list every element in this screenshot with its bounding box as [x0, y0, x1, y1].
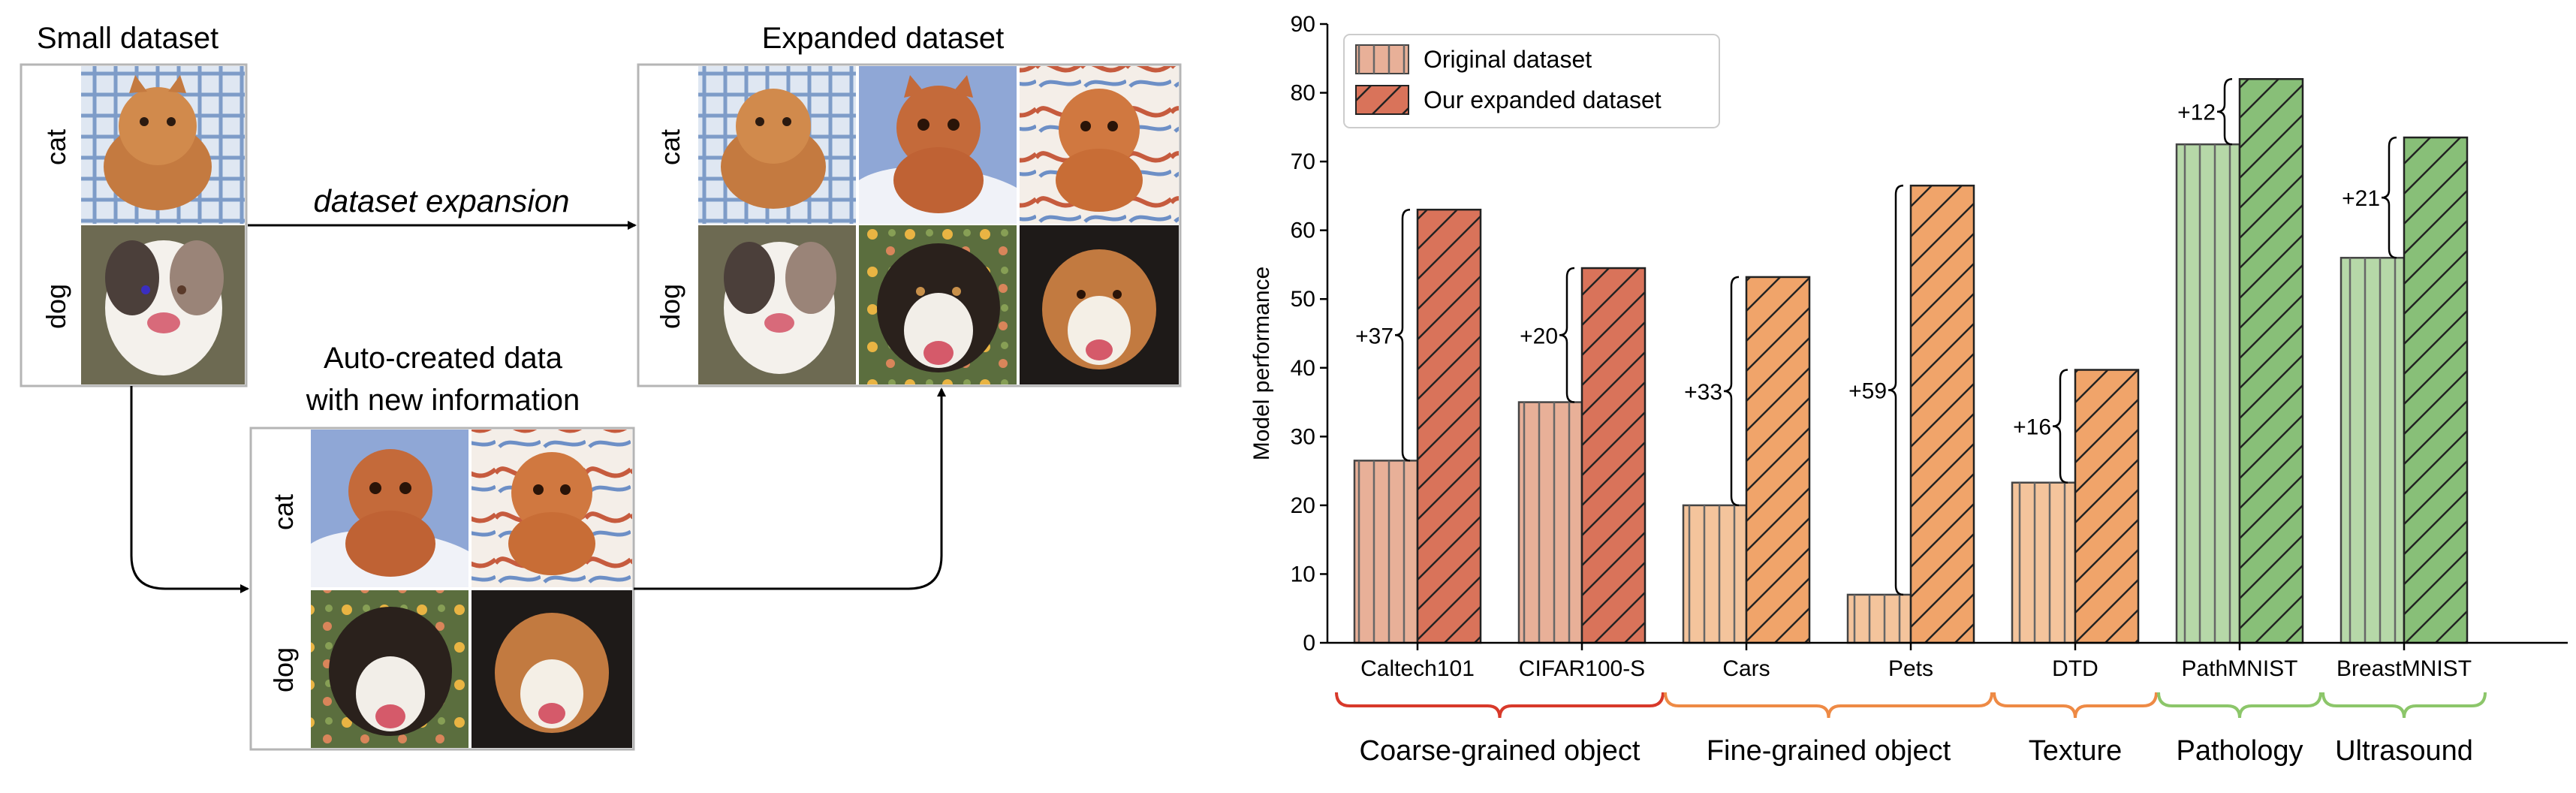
- cat-photo: [81, 66, 245, 224]
- gain-brace-1: [1559, 267, 1575, 403]
- y-tick-label: 50: [1291, 287, 1315, 312]
- legend-swatch-hatch-1: [1356, 86, 1409, 114]
- gain-label-1: +20: [1520, 324, 1558, 348]
- small-dataset-grid: cat dog: [20, 63, 248, 387]
- to-auto-created-arrow: [130, 386, 249, 593]
- small-dataset-title: Small dataset: [37, 22, 218, 55]
- gain-braces-layer: +37 +20 +33 +59 +16 +12 +21: [1355, 77, 2397, 596]
- gain-label-6: +21: [2342, 186, 2380, 211]
- expanded-dataset-title: Expanded dataset: [762, 22, 1004, 55]
- y-axis-label: Model performance: [1249, 267, 1274, 460]
- dataset-expansion-diagram: Small dataset Expanded dataset cat dog c…: [20, 22, 1182, 751]
- x-tick-label-0: Caltech101: [1360, 656, 1475, 681]
- gain-brace-5: [2216, 77, 2233, 146]
- auto-cat-photo-2: [472, 430, 632, 587]
- auto-dog-photo-2: [472, 590, 632, 748]
- gain-brace-0: [1394, 208, 1411, 462]
- auto-created-title-line1: Auto-created data: [324, 342, 563, 375]
- group-brace-0: [1335, 692, 1665, 719]
- group-label-4: Ultrasound: [2335, 735, 2473, 767]
- y-tick-label: 10: [1291, 562, 1315, 586]
- auto-dog-photo-1: [311, 590, 469, 748]
- bar-expanded-hatch-5: [2240, 79, 2303, 643]
- y-tick-label: 80: [1291, 81, 1315, 106]
- y-tick-label: 60: [1291, 219, 1315, 243]
- auto-dog-label: dog: [268, 647, 299, 692]
- gain-brace-4: [2052, 369, 2068, 484]
- bars-layer: [1353, 77, 2469, 644]
- group-label-0: Coarse-grained object: [1360, 735, 1641, 767]
- gain-label-0: +37: [1355, 324, 1393, 348]
- bar-original-hatch-2: [1683, 505, 1746, 643]
- expanded-cat-photo-generated-2: [1020, 66, 1179, 224]
- expanded-cat-photo-generated-1: [859, 66, 1017, 224]
- bar-expanded-hatch-6: [2404, 137, 2467, 644]
- y-tick-label: 40: [1291, 356, 1315, 381]
- expanded-cat-label: cat: [655, 129, 685, 165]
- y-tick-label: 90: [1291, 12, 1315, 37]
- x-tick-label-2: Cars: [1722, 656, 1770, 681]
- legend-label-0: Original dataset: [1424, 46, 1592, 73]
- bar-expanded-hatch-3: [1911, 185, 1974, 644]
- bar-expanded-hatch-0: [1418, 210, 1481, 643]
- gain-label-2: +33: [1684, 380, 1722, 405]
- dataset-expansion-label: dataset expansion: [314, 183, 570, 219]
- x-tick-label-3: Pets: [1888, 656, 1933, 681]
- auto-cat-label: cat: [268, 494, 299, 530]
- bar-original-hatch-6: [2341, 258, 2404, 643]
- x-axis: Caltech101 CIFAR100-S Cars Pets DTD PathMNIST…: [1360, 643, 2472, 681]
- group-label-3: Pathology: [2176, 735, 2303, 767]
- dog-photo: [81, 225, 245, 384]
- gain-brace-3: [1888, 184, 1904, 596]
- x-tick-label-4: DTD: [2052, 656, 2098, 681]
- gain-brace-6: [2381, 136, 2397, 259]
- y-tick-label: 0: [1303, 631, 1315, 656]
- expanded-dog-label: dog: [655, 284, 685, 329]
- to-expanded-arrow: [634, 387, 946, 590]
- expanded-dataset-grid: cat dog: [637, 63, 1182, 387]
- bar-original-hatch-1: [1519, 402, 1582, 643]
- gain-brace-2: [1723, 276, 1740, 507]
- group-brace-3: [2157, 692, 2322, 719]
- performance-bar-chart: Model performance 0 10 20 30 40 50 60 70 80 90 +3…: [1249, 12, 2568, 767]
- gain-label-4: +16: [2013, 415, 2051, 440]
- bar-original-hatch-0: [1354, 460, 1418, 643]
- bar-expanded-hatch-1: [1582, 268, 1645, 643]
- group-labels-layer: Coarse-grained object Fine-grained object…: [1335, 692, 2487, 767]
- legend: Original dataset Our expanded dataset: [1343, 34, 1720, 128]
- expanded-cat-photo-original: [698, 66, 856, 224]
- expanded-dog-photo-original: [698, 225, 856, 384]
- bar-original-hatch-5: [2177, 144, 2240, 643]
- y-tick-label: 70: [1291, 149, 1315, 174]
- auto-created-title-line2: with new information: [306, 384, 580, 417]
- small-dog-label: dog: [41, 284, 71, 329]
- y-tick-label: 30: [1291, 424, 1315, 449]
- group-brace-1: [1664, 692, 1993, 719]
- legend-swatch-hatch-0: [1356, 45, 1409, 74]
- y-tick-label: 20: [1291, 493, 1315, 518]
- auto-created-grid: cat dog: [249, 427, 635, 751]
- legend-label-1: Our expanded dataset: [1424, 86, 1662, 113]
- gain-label-3: +59: [1848, 379, 1887, 404]
- auto-cat-photo-1: [311, 430, 469, 587]
- bar-original-hatch-4: [2012, 482, 2075, 643]
- gain-label-5: +12: [2177, 101, 2216, 125]
- group-brace-4: [2321, 692, 2487, 719]
- legend-box: [1343, 34, 1720, 128]
- x-tick-label-6: BreastMNIST: [2336, 656, 2472, 681]
- group-label-2: Texture: [2029, 735, 2123, 767]
- bar-original-hatch-3: [1848, 594, 1911, 643]
- x-tick-label-5: PathMNIST: [2181, 656, 2297, 681]
- y-axis: 0 10 20 30 40 50 60 70 80 90: [1291, 12, 1327, 656]
- expanded-dog-photo-generated-2: [1020, 225, 1179, 384]
- group-brace-2: [1993, 692, 2158, 719]
- x-tick-label-1: CIFAR100-S: [1519, 656, 1645, 681]
- group-label-1: Fine-grained object: [1707, 735, 1951, 767]
- expanded-dog-photo-generated-1: [859, 225, 1017, 384]
- bar-expanded-hatch-4: [2075, 369, 2138, 643]
- bar-expanded-hatch-2: [1746, 276, 1809, 643]
- small-cat-label: cat: [41, 129, 71, 165]
